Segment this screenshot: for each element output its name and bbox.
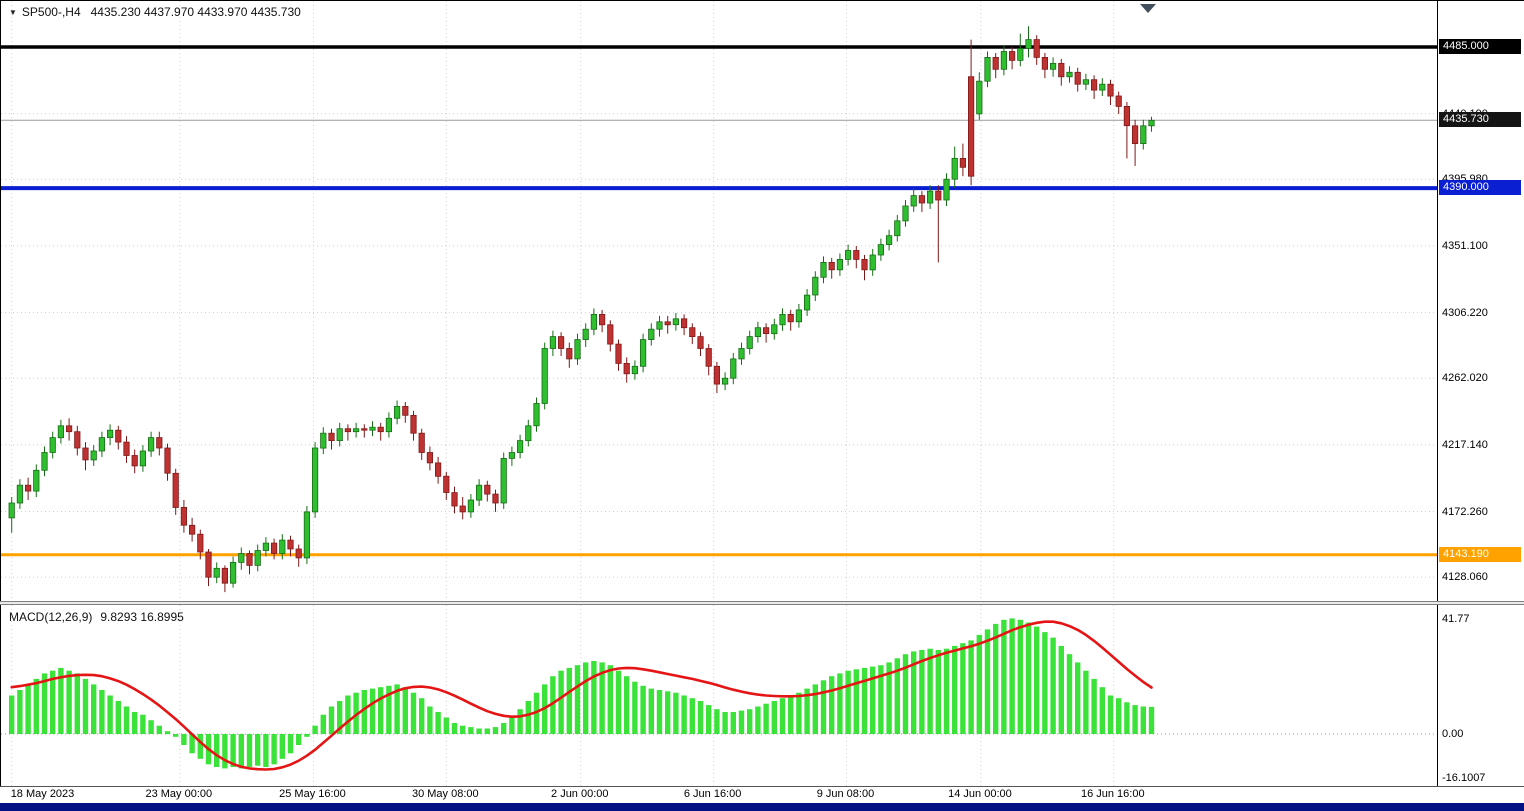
main-grid [1,1,1438,601]
price-grid-label: 4172.260 [1442,505,1488,518]
price-grid-label: 4128.060 [1442,571,1488,584]
time-axis-separator [0,786,1524,787]
chart-area[interactable]: ▼ SP500-,H4 4435.230 4437.970 4433.970 443… [0,1,1438,786]
macd-label: MACD(12,26,9) 9.8293 16.8995 [9,610,192,624]
time-label: 2 Jun 00:00 [551,788,609,800]
price-axis[interactable]: 4440.1904395.9804351.1004306.2204262.020… [1437,1,1524,786]
price-grid-label: 4217.140 [1442,438,1488,451]
time-label: 16 Jun 16:00 [1080,788,1145,800]
macd-grid-label: 0.00 [1442,728,1464,740]
time-label: 30 May 08:00 [411,788,479,800]
macd-signal-line [10,620,1153,771]
pane-separator[interactable] [0,601,1524,605]
macd-name: MACD(12,26,9) [9,610,93,624]
time-label: 14 Jun 00:00 [948,788,1012,800]
macd-histogram [9,618,1155,769]
ohlc-values: 4435.230 4437.970 4433.970 4435.730 [90,5,301,19]
price-grid-label: 4306.220 [1442,306,1488,319]
time-label: 25 May 16:00 [279,788,346,800]
price-chart[interactable] [1,1,1438,602]
symbol-dropdown-icon[interactable]: ▼ [9,8,17,17]
macd-grid-label: -16.1007 [1442,772,1486,784]
chart-header: ▼ SP500-,H4 4435.230 4437.970 4433.970 443… [9,5,301,19]
macd-values: 9.8293 16.8995 [100,610,184,624]
macd-grid-label: 41.77 [1442,613,1470,625]
current-bar-marker-icon [1140,4,1156,13]
bottom-strip [0,803,1524,811]
time-label: 9 Jun 08:00 [816,788,875,800]
current-price-badge: 4435.730 [1439,112,1521,128]
price-line-badge: 4143.190 [1439,546,1521,562]
price-line-badge: 4390.000 [1439,180,1521,196]
time-label: 23 May 00:00 [145,788,213,800]
time-label: 6 Jun 16:00 [683,788,742,800]
price-grid-label: 4351.100 [1442,239,1488,252]
macd-chart[interactable] [1,605,1438,786]
time-axis[interactable]: 18 May 2023 23 May 00:00 25 May 16:00 30 Ma… [0,787,1437,803]
price-grid-label: 4262.020 [1442,372,1488,385]
candles [8,26,1155,593]
time-label: 18 May 2023 [10,788,75,800]
symbol-timeframe: SP500-,H4 [21,5,81,19]
price-line-badge: 4485.000 [1439,39,1521,55]
